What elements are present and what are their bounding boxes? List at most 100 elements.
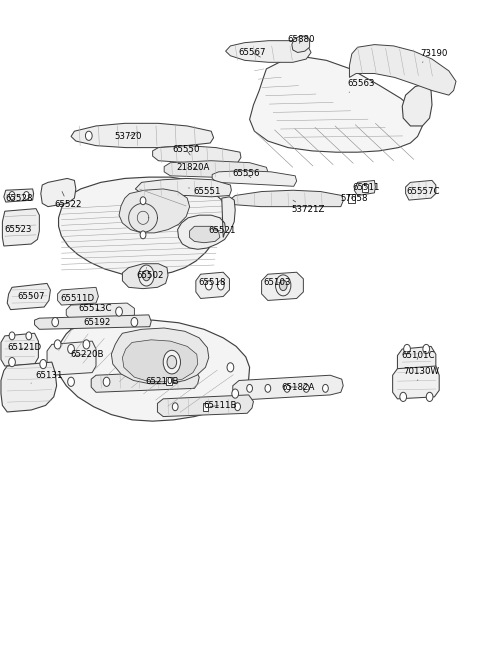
Text: 65220B: 65220B	[71, 350, 104, 359]
Polygon shape	[164, 161, 268, 178]
Text: 65111B: 65111B	[203, 401, 237, 410]
Polygon shape	[135, 178, 231, 197]
Polygon shape	[41, 178, 76, 207]
Polygon shape	[349, 45, 456, 95]
Circle shape	[284, 384, 290, 392]
Circle shape	[83, 340, 90, 349]
Circle shape	[303, 384, 309, 392]
Circle shape	[54, 340, 61, 349]
Circle shape	[40, 359, 47, 369]
Text: 65101C: 65101C	[402, 351, 435, 360]
Bar	[348, 194, 355, 203]
Polygon shape	[58, 287, 98, 305]
Circle shape	[143, 270, 150, 281]
Polygon shape	[262, 272, 303, 300]
Polygon shape	[111, 328, 209, 384]
Bar	[203, 403, 208, 411]
Text: 65502: 65502	[136, 268, 164, 280]
Text: 65550: 65550	[172, 145, 200, 155]
Circle shape	[265, 384, 271, 392]
Polygon shape	[190, 226, 220, 243]
Text: 65507: 65507	[17, 292, 45, 301]
Text: 57658: 57658	[340, 194, 368, 203]
Circle shape	[131, 318, 138, 327]
Polygon shape	[354, 180, 375, 195]
Text: 65522: 65522	[54, 192, 82, 209]
Polygon shape	[153, 146, 241, 164]
Polygon shape	[157, 395, 253, 417]
Circle shape	[167, 356, 177, 369]
Circle shape	[323, 384, 328, 392]
Text: 65511: 65511	[352, 183, 380, 192]
Text: 65121D: 65121D	[7, 343, 41, 352]
Polygon shape	[91, 371, 199, 392]
Circle shape	[217, 281, 224, 290]
Circle shape	[103, 377, 110, 386]
Circle shape	[9, 192, 15, 199]
Circle shape	[404, 344, 410, 354]
Text: 65511D: 65511D	[60, 294, 95, 303]
Bar	[166, 377, 172, 385]
Circle shape	[140, 197, 146, 205]
Text: 65556: 65556	[232, 169, 260, 178]
Text: 21820A: 21820A	[176, 163, 210, 172]
Circle shape	[172, 403, 178, 411]
Polygon shape	[250, 56, 422, 152]
Circle shape	[227, 363, 234, 372]
Circle shape	[68, 377, 74, 386]
Polygon shape	[393, 366, 439, 399]
Text: 65210B: 65210B	[145, 377, 179, 386]
Circle shape	[423, 344, 430, 354]
Circle shape	[400, 392, 407, 401]
Circle shape	[235, 403, 240, 411]
Text: 65551: 65551	[189, 187, 221, 196]
Text: 70130W: 70130W	[403, 367, 440, 380]
Polygon shape	[178, 197, 235, 249]
Polygon shape	[212, 171, 297, 186]
Circle shape	[426, 392, 433, 401]
Polygon shape	[233, 375, 343, 400]
Circle shape	[68, 344, 74, 354]
Polygon shape	[1, 362, 57, 412]
Text: 65513C: 65513C	[78, 304, 112, 313]
Text: 53721Z: 53721Z	[291, 200, 325, 215]
Circle shape	[279, 280, 287, 291]
Text: 65521: 65521	[208, 226, 236, 236]
Circle shape	[116, 307, 122, 316]
Circle shape	[9, 358, 15, 367]
Text: 65103: 65103	[264, 277, 291, 287]
Text: 65182A: 65182A	[282, 382, 315, 392]
Circle shape	[232, 389, 239, 398]
Circle shape	[24, 192, 29, 199]
Text: 65528: 65528	[5, 194, 33, 203]
Polygon shape	[55, 320, 250, 421]
Circle shape	[9, 332, 15, 340]
Text: 65567: 65567	[238, 48, 266, 57]
Polygon shape	[66, 303, 134, 320]
Polygon shape	[4, 189, 34, 202]
Circle shape	[140, 231, 146, 239]
Text: 65131: 65131	[31, 371, 63, 383]
Polygon shape	[122, 340, 198, 382]
Circle shape	[139, 265, 154, 286]
Polygon shape	[119, 189, 190, 233]
Polygon shape	[7, 283, 50, 310]
Polygon shape	[122, 264, 168, 289]
Circle shape	[26, 332, 32, 340]
Text: 65880: 65880	[288, 35, 315, 44]
Bar	[362, 184, 368, 192]
Text: 65192: 65192	[83, 318, 111, 327]
Text: 65557C: 65557C	[407, 187, 440, 196]
Circle shape	[247, 384, 252, 392]
Circle shape	[276, 275, 291, 296]
Text: 73190: 73190	[420, 49, 448, 62]
Polygon shape	[35, 315, 151, 329]
Polygon shape	[292, 36, 310, 52]
Polygon shape	[196, 272, 229, 298]
Circle shape	[205, 281, 212, 290]
Polygon shape	[71, 123, 214, 148]
Polygon shape	[397, 346, 436, 375]
Text: 65518: 65518	[198, 277, 226, 287]
Polygon shape	[1, 333, 38, 366]
Text: 65563: 65563	[347, 79, 375, 92]
